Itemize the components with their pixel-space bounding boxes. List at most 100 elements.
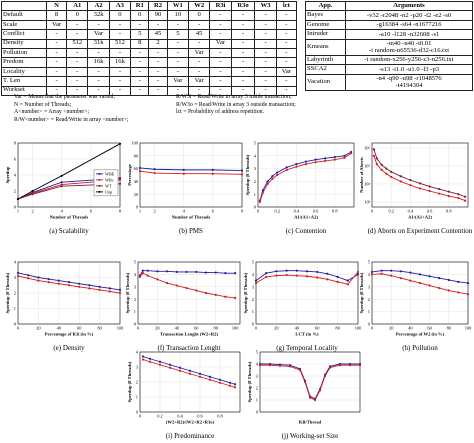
data-point xyxy=(285,166,288,169)
data-point xyxy=(261,189,264,192)
table-cell: 5 xyxy=(166,29,190,40)
table-cell: - xyxy=(87,66,110,78)
y-axis-label: Speedup (8 Threads) xyxy=(359,272,364,313)
data-point xyxy=(258,364,262,367)
data-point xyxy=(399,175,402,178)
x-tick-label: 2 xyxy=(31,209,33,214)
application-table-body: Bayes -v32 -r2048 -n2 -p20 -t2 -e2 -s0 Gen… xyxy=(304,10,473,91)
y-tick-label: 3 xyxy=(136,365,139,370)
table-cell: - xyxy=(66,19,89,31)
x-tick-label: 0 xyxy=(139,414,142,419)
table-cell: - xyxy=(45,47,68,59)
data-point xyxy=(380,168,383,171)
data-point xyxy=(178,366,182,369)
table-cell: - xyxy=(188,19,211,31)
table-cell: - xyxy=(66,47,89,59)
x-tick-label: 0.2 xyxy=(274,209,280,214)
data-point xyxy=(466,281,470,285)
table-cell: - xyxy=(254,85,277,96)
table-cell: - xyxy=(87,76,110,87)
table-cell: - xyxy=(108,47,132,59)
data-point xyxy=(204,271,208,274)
data-point xyxy=(399,277,402,280)
table-cell: - xyxy=(166,66,190,78)
data-point xyxy=(409,184,412,187)
y-tick-label: 1 xyxy=(254,192,256,197)
note-array: A<number> = Array <number>; xyxy=(14,109,90,116)
data-point xyxy=(438,187,441,191)
data-point xyxy=(318,389,322,392)
table-row: Labyrinth -i random-x256-y256-z3-n256.txt xyxy=(304,54,473,66)
y-tick-label: 0 xyxy=(254,205,257,210)
series-line xyxy=(255,271,359,285)
data-point xyxy=(168,363,172,366)
data-point xyxy=(346,279,349,282)
table-cell: - xyxy=(254,38,277,49)
data-point xyxy=(98,285,101,288)
table-cell: - xyxy=(275,19,298,31)
data-point xyxy=(313,398,317,402)
data-point xyxy=(182,172,185,175)
application-table-header: App. Arguments xyxy=(304,0,473,12)
table-cell: 0 xyxy=(66,10,89,21)
data-point xyxy=(457,280,460,283)
table-cell: - xyxy=(275,10,298,21)
data-point xyxy=(276,171,279,174)
data-point xyxy=(348,364,352,367)
y-tick-label: 1 xyxy=(368,309,370,314)
table-cell: - xyxy=(230,76,256,87)
param-header-lct: lct xyxy=(275,0,298,12)
table-cell: - xyxy=(230,10,256,21)
legend-entry: WBc xyxy=(105,177,114,182)
data-point xyxy=(224,295,227,298)
x-tick-label: 0.6 xyxy=(313,209,319,214)
data-point xyxy=(118,291,122,295)
app-name: SSCA2 xyxy=(304,64,347,75)
table-row: Default 8 0 32k 0 0 90 10 0- - - - xyxy=(1,10,298,21)
data-point xyxy=(168,366,172,369)
y-tick-label: 1 xyxy=(14,306,16,311)
data-point xyxy=(350,152,353,155)
data-point xyxy=(464,195,467,198)
data-point xyxy=(285,273,288,277)
table-cell: - xyxy=(275,76,298,87)
data-point xyxy=(158,360,162,363)
data-point xyxy=(418,182,422,185)
x-tick-label: 40 xyxy=(57,326,62,331)
argument-line: -v32 -r2048 -n2 -p20 -t2 -e2 -s0 xyxy=(366,11,452,19)
data-point xyxy=(409,179,412,182)
data-point xyxy=(288,365,292,368)
y-tick-label: 5 xyxy=(252,260,255,265)
data-point xyxy=(271,177,274,180)
argument-line: -a10 -l128 -n32608 -s1 xyxy=(378,30,440,38)
x-tick-label: 80 xyxy=(97,326,102,331)
data-point xyxy=(372,154,376,157)
panel-caption: (b) PMS xyxy=(179,227,203,235)
data-point xyxy=(261,191,264,195)
x-tick-label: 0 xyxy=(137,326,140,331)
table-cell: - xyxy=(230,57,256,68)
y-tick-label: 3 xyxy=(134,284,137,289)
data-point xyxy=(60,185,63,188)
y-axis-label: Speedup xyxy=(5,166,10,183)
plot-frame xyxy=(17,142,121,208)
param-header-blank xyxy=(1,0,47,12)
table-cell: - xyxy=(166,38,190,49)
data-point xyxy=(31,189,34,193)
table-cell: - xyxy=(230,47,256,59)
y-axis-label: Speedup (8 Threads) xyxy=(125,272,130,313)
table-cell: - xyxy=(87,19,110,31)
argument-line: -g16384 -s64 -n1677216 xyxy=(376,21,442,29)
table-cell: 8 xyxy=(130,38,150,49)
data-point xyxy=(118,177,122,180)
data-point xyxy=(375,157,378,160)
panel-caption: (a) Scalability xyxy=(49,227,89,235)
table-row: Vacation -n4 -q90 -u98 -r1048576 -t4194304 xyxy=(304,73,473,91)
table-cell: - xyxy=(209,85,232,96)
data-point xyxy=(254,281,258,285)
table-cell: 32k xyxy=(87,10,110,21)
table-cell: - xyxy=(188,57,211,68)
table-cell: - xyxy=(66,66,89,78)
data-point xyxy=(275,274,278,277)
data-point xyxy=(195,270,198,274)
